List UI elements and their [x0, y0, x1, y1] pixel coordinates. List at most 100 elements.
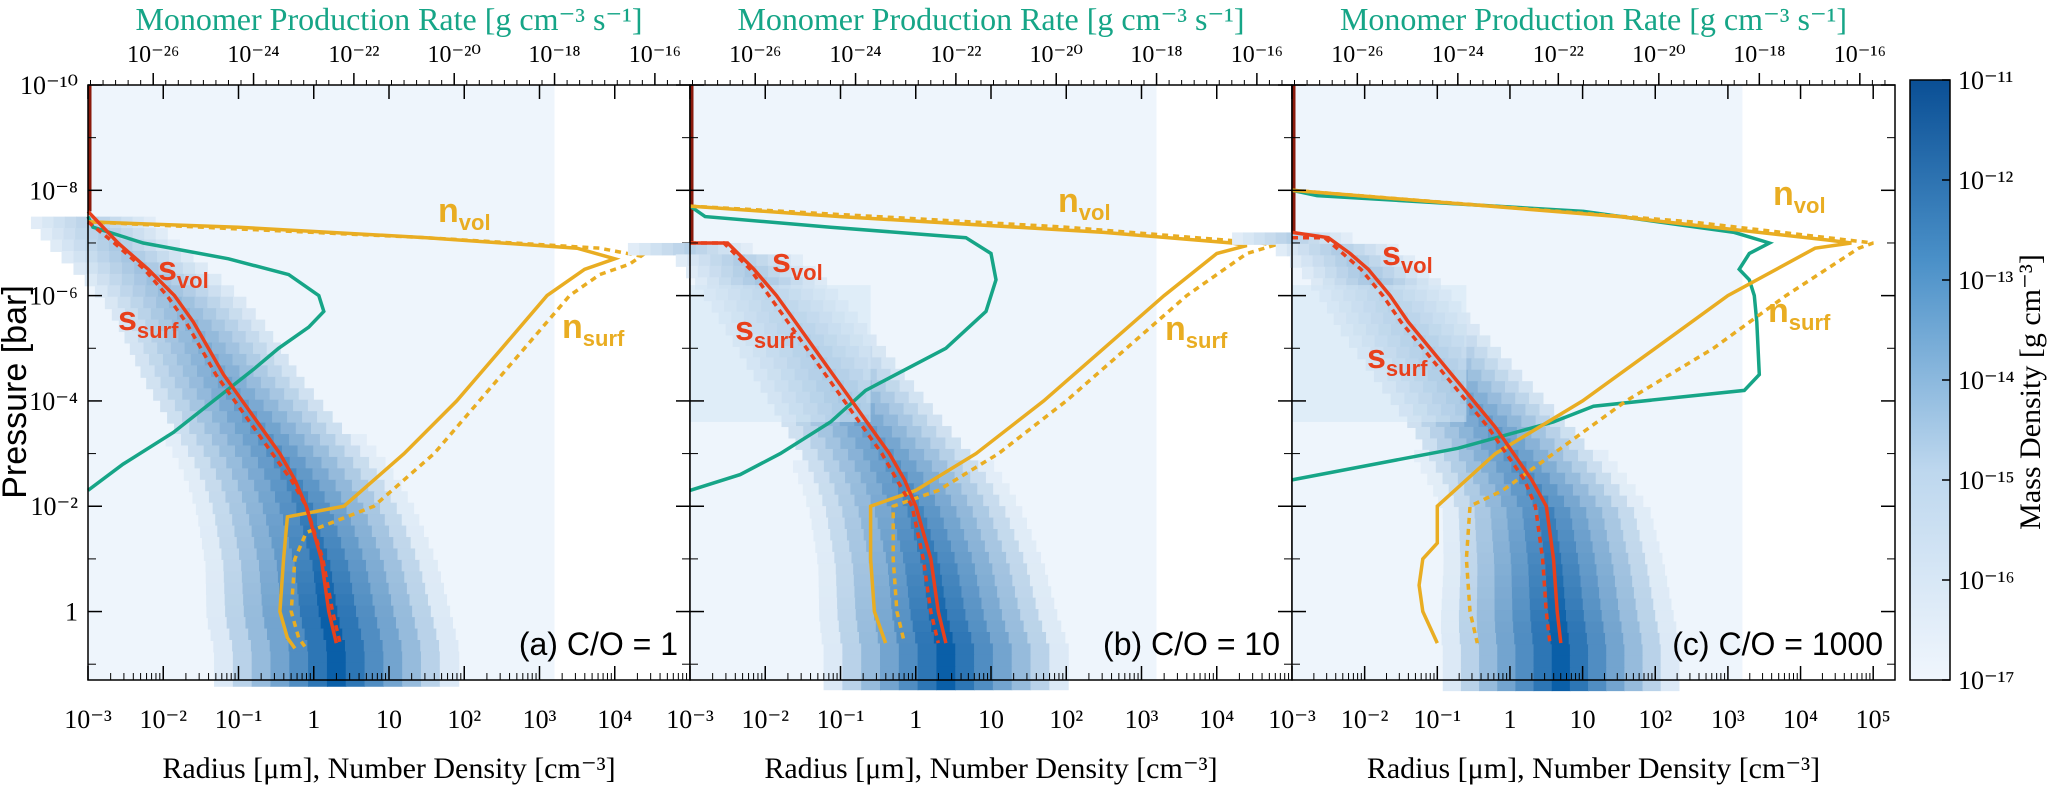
x-tick-label: 10²: [447, 705, 481, 734]
heatmap-cell: [345, 662, 366, 676]
heatmap-cell: [972, 506, 990, 519]
heatmap-cell: [181, 434, 198, 447]
heatmap-cell: [1659, 632, 1679, 646]
heatmap-cell: [254, 479, 272, 493]
heatmap-cell: [254, 537, 273, 550]
heatmap-cell: [1415, 426, 1431, 440]
x-tick-label: 10³: [1711, 705, 1745, 734]
heatmap-cell: [1369, 255, 1382, 268]
heatmap-cell: [129, 342, 145, 355]
heatmap-cell: [810, 437, 827, 450]
heatmap-cell: [897, 414, 914, 428]
heatmap-cell: [854, 586, 873, 599]
heatmap-cell: [259, 331, 274, 344]
heatmap-cell: [281, 365, 297, 378]
heatmap-cell: [287, 411, 303, 424]
heatmap-cell: [158, 319, 173, 333]
heatmap-cell: [840, 437, 857, 450]
heatmap-cell: [298, 594, 318, 607]
heatmap-cell: [1641, 632, 1661, 646]
heatmap-cell: [204, 422, 221, 436]
heatmap-cell: [1417, 266, 1430, 280]
colorbar-tick-label: 10⁻¹²: [1958, 166, 2014, 195]
heatmap-cell: [961, 483, 978, 496]
heatmap-cell: [143, 296, 157, 310]
heatmap-cell: [205, 571, 225, 584]
heatmap-cell: [837, 597, 856, 611]
heatmap-cell: [224, 594, 244, 607]
heatmap-cell: [50, 239, 63, 252]
heatmap-cell: [289, 376, 305, 390]
heatmap-cell: [788, 426, 804, 439]
heatmap-cell: [312, 468, 330, 481]
heatmap-cell: [898, 643, 919, 656]
heatmap-cell: [258, 491, 276, 504]
heatmap-cell: [1541, 461, 1558, 474]
heatmap-cell: [1476, 335, 1491, 348]
heatmap-cell: [393, 537, 412, 550]
heatmap-cell: [1394, 266, 1407, 280]
heatmap-cell: [1009, 517, 1027, 531]
heatmap-cell: [840, 632, 860, 645]
heatmap-cell: [218, 331, 233, 344]
heatmap-cell: [132, 285, 146, 298]
colorbar: 10⁻¹¹ 10⁻¹² 10⁻¹³ 10⁻¹⁴ 10⁻¹⁵ 10⁻¹⁶ 10⁻¹⁷: [1909, 66, 2015, 695]
heatmap-cell: [236, 537, 255, 550]
heatmap-cell: [1512, 598, 1531, 612]
heatmap-cell: [1023, 551, 1042, 565]
heatmap-cell: [832, 426, 849, 439]
heatmap-cell: [1459, 632, 1479, 646]
heatmap-cell: [203, 445, 220, 458]
heatmap-cell: [1515, 655, 1535, 669]
heatmap-cell: [256, 548, 275, 561]
heatmap-cell: [1523, 518, 1541, 531]
heatmap-cell: [289, 662, 309, 676]
top-tick-label: 10⁻¹⁸: [1130, 42, 1182, 68]
heatmap-cell: [1567, 621, 1586, 634]
heatmap-cell: [907, 586, 927, 599]
heatmap-cell: [211, 342, 227, 355]
heatmap-cell: [337, 605, 357, 619]
heatmap-cell: [1655, 610, 1674, 623]
heatmap-cell: [818, 586, 838, 599]
heatmap-cell: [1438, 495, 1455, 509]
heatmap-cell: [253, 342, 268, 355]
heatmap-cell: [1590, 529, 1608, 543]
x-axis-title: Radius [μm], Number Density [cm⁻³]: [764, 752, 1217, 785]
heatmap-cell: [1264, 232, 1277, 245]
heatmap-cell: [211, 434, 228, 447]
heatmap-cell: [73, 262, 87, 275]
heatmap-cell: [232, 376, 248, 390]
heatmap-cell: [242, 582, 262, 596]
heatmap-cell: [1511, 564, 1530, 577]
heatmap-cell: [936, 426, 952, 439]
heatmap-cell: [1611, 472, 1627, 486]
heatmap-cell: [1611, 495, 1628, 509]
heatmap-cell: [206, 605, 226, 619]
label-s-surf: ssurf: [118, 300, 179, 343]
heatmap-cell: [1603, 484, 1621, 497]
heatmap-cell: [1501, 392, 1516, 406]
heatmap-cell: [767, 254, 780, 267]
heatmap-cell: [307, 399, 324, 413]
heatmap-cell: [1497, 678, 1517, 692]
heatmap-cell: [846, 529, 865, 542]
heatmap-cell: [213, 640, 233, 653]
heatmap-cell: [873, 597, 892, 611]
heatmap-cell: [301, 617, 322, 630]
heatmap-cell: [137, 331, 153, 344]
heatmap-cell: [1014, 529, 1032, 542]
heatmap-cell: [197, 411, 213, 424]
heatmap-cell: [30, 216, 43, 230]
heatmap-cell: [820, 620, 840, 634]
heatmap-cell: [1628, 552, 1646, 566]
heatmap-cell: [1569, 655, 1589, 669]
heatmap-cell: [1508, 369, 1523, 383]
heatmap-cell: [1493, 552, 1512, 566]
heatmap-cell: [259, 559, 278, 573]
heatmap-cell: [267, 628, 287, 642]
heatmap-cell: [1435, 461, 1452, 474]
heatmap-cell: [838, 620, 858, 634]
heatmap-cell: [170, 342, 186, 355]
heatmap-cell: [1582, 598, 1601, 612]
